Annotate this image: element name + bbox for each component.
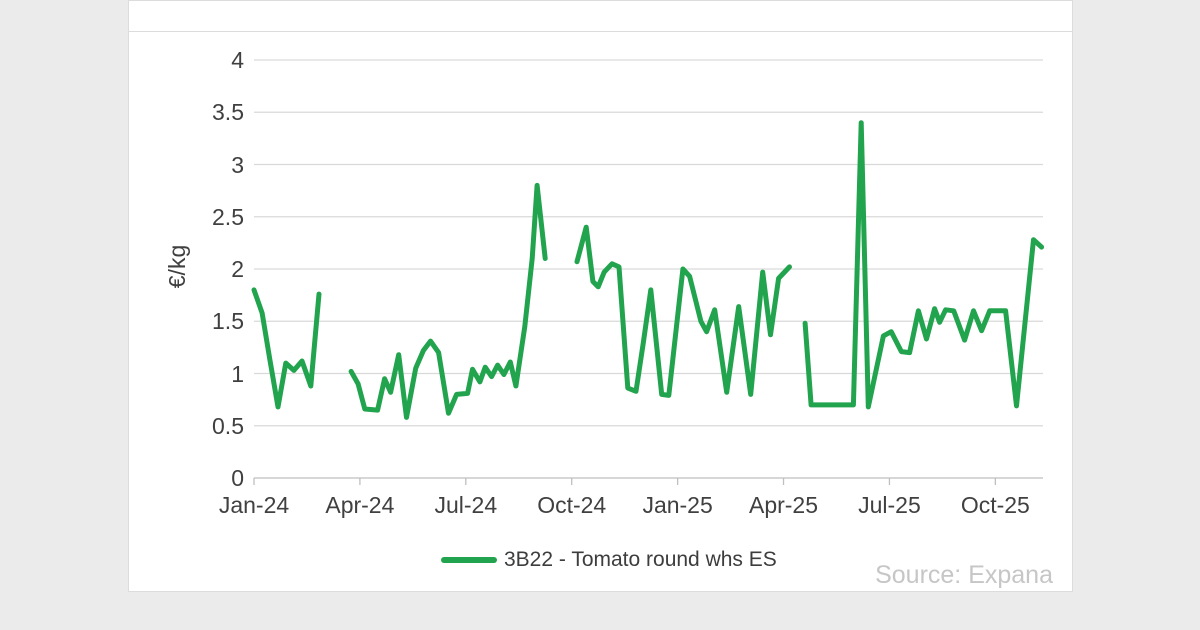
- series-line: [802, 120, 1045, 410]
- y-tick-label: 3.5: [212, 99, 244, 126]
- series-line: [574, 224, 792, 398]
- y-tick-label: 4: [231, 47, 244, 73]
- x-tick-label: Jul-24: [434, 492, 498, 518]
- y-tick-label: 2.5: [212, 203, 244, 230]
- y-tick-label: 3: [231, 151, 244, 178]
- x-tick-label: Jul-25: [858, 492, 921, 518]
- x-tick-label: Apr-24: [325, 492, 395, 518]
- legend-label: 3B22 - Tomato round whs ES: [504, 548, 777, 571]
- y-tick-label: 2: [231, 256, 244, 282]
- legend-line-swatch: [441, 557, 497, 563]
- x-tick-label: Apr-25: [748, 492, 819, 518]
- y-tick-label: 1: [231, 360, 244, 387]
- y-tick-label: 0: [231, 465, 244, 491]
- x-tick-label: Jan-24: [218, 492, 290, 518]
- source-note: Source: Expana: [875, 561, 1053, 589]
- x-tick-label: Oct-25: [960, 492, 1030, 518]
- chart-card: [128, 0, 1073, 592]
- legend: 3B22 - Tomato round whs ES: [441, 548, 777, 572]
- x-tick-label: Jan-25: [642, 492, 713, 518]
- y-tick-label: 1.5: [212, 308, 244, 335]
- y-tick-label: 0.5: [212, 412, 244, 439]
- series-line: [348, 182, 548, 420]
- card-top-divider: [128, 31, 1073, 32]
- x-tick-label: Oct-24: [537, 492, 607, 518]
- series-line: [251, 287, 322, 410]
